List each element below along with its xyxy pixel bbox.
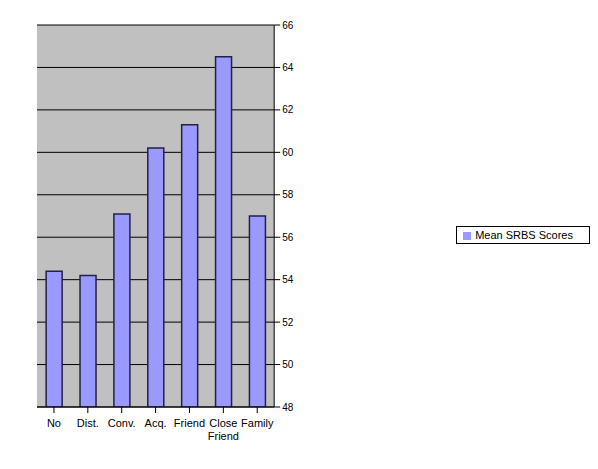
html-text:Mean SRBS Scores: Mean SRBS Scores: [475, 228, 573, 241]
svg-text:Acq.: Acq.: [145, 417, 167, 429]
svg-text:Family: Family: [241, 417, 274, 429]
svg-text:56: 56: [282, 232, 294, 243]
svg-text:No: No: [47, 417, 61, 429]
svg-text:54: 54: [282, 274, 294, 285]
svg-text:Dist.: Dist.: [77, 417, 99, 429]
svg-text:66: 66: [282, 20, 294, 31]
svg-text:Friend: Friend: [174, 417, 205, 429]
svg-text:64: 64: [282, 62, 294, 73]
svg-text:48: 48: [282, 402, 294, 413]
svg-text:CloseFriend: CloseFriend: [208, 417, 239, 442]
svg-text:50: 50: [282, 359, 294, 370]
svg-text:Conv.: Conv.: [108, 417, 136, 429]
svg-text:62: 62: [282, 104, 294, 115]
svg-text:52: 52: [282, 317, 294, 328]
svg-text:58: 58: [282, 189, 294, 200]
svg-text:60: 60: [282, 147, 294, 158]
